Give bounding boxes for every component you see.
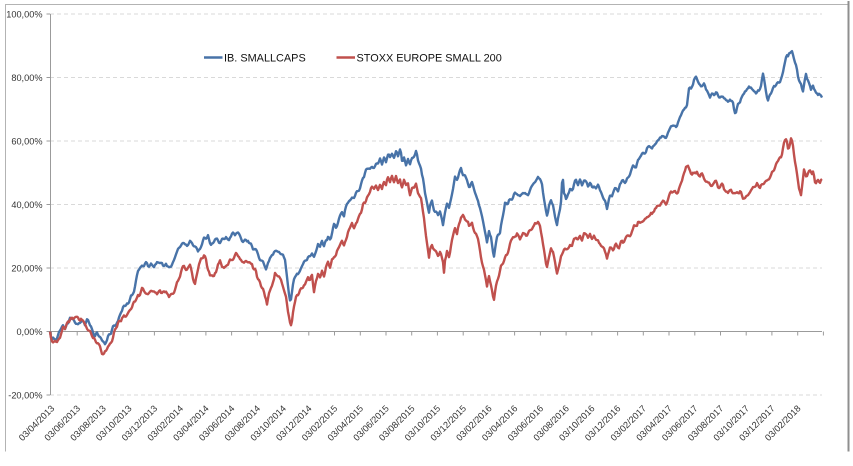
svg-text:0,00%: 0,00% <box>16 327 42 337</box>
svg-text:-20,00%: -20,00% <box>8 391 42 401</box>
svg-text:80,00%: 80,00% <box>11 73 42 83</box>
svg-text:IB. SMALLCAPS: IB. SMALLCAPS <box>224 53 306 65</box>
svg-text:STOXX EUROPE SMALL 200: STOXX EUROPE SMALL 200 <box>357 53 502 65</box>
svg-text:40,00%: 40,00% <box>11 200 42 210</box>
svg-text:100,00%: 100,00% <box>6 10 42 20</box>
svg-text:20,00%: 20,00% <box>11 264 42 274</box>
svg-text:60,00%: 60,00% <box>11 137 42 147</box>
